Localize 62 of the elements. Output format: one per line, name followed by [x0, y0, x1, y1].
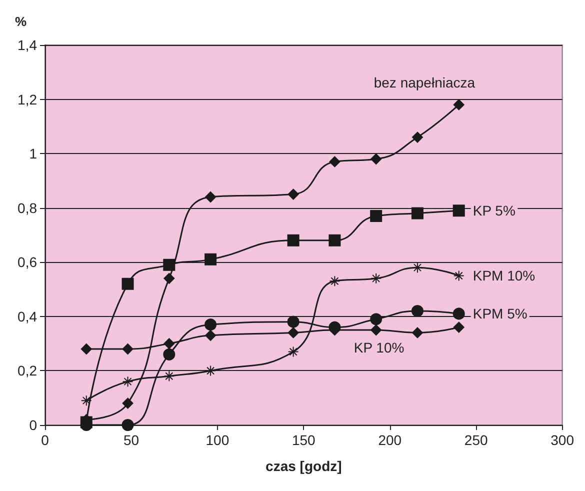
y-tick-label: 1,4 [18, 37, 38, 53]
point [453, 322, 464, 333]
y-axis-title: % [15, 14, 27, 29]
point [163, 348, 176, 360]
point [122, 344, 134, 354]
y-tick-label: 0,6 [18, 254, 38, 270]
point [204, 253, 217, 266]
y-tick-label: 1 [29, 146, 38, 162]
x-axis-title: czas [godz] [266, 458, 342, 474]
point [411, 207, 424, 220]
point [370, 210, 382, 222]
point [164, 338, 175, 350]
x-tick-label: 150 [292, 432, 316, 448]
point [329, 276, 340, 287]
point [80, 395, 92, 406]
point [412, 327, 423, 338]
y-tick-label: 1,2 [18, 91, 38, 108]
point [370, 154, 382, 164]
x-tick-label: 0 [41, 432, 50, 448]
point [122, 278, 134, 290]
point [164, 370, 175, 382]
point [288, 346, 299, 358]
point [287, 234, 300, 246]
point [370, 313, 382, 326]
x-tick-label: 200 [378, 432, 402, 448]
point [453, 99, 464, 110]
series-label: KPM 10% [472, 268, 536, 284]
point [452, 308, 465, 320]
point [412, 132, 423, 143]
point [205, 365, 216, 376]
series-label: KP 10% [354, 339, 404, 356]
x-tick-label: 100 [206, 432, 230, 448]
point [163, 258, 176, 271]
point [411, 305, 424, 317]
point [452, 204, 465, 217]
y-tick-label: 0,4 [18, 308, 38, 324]
point [328, 234, 341, 246]
point [329, 156, 340, 168]
point [80, 344, 92, 354]
point [122, 398, 134, 409]
point [205, 192, 216, 202]
point [164, 272, 175, 284]
x-tick-label: 300 [550, 432, 574, 448]
y-tick-label: 0,2 [18, 362, 38, 379]
series-label: bez napełniacza [374, 74, 476, 91]
y-tick-label: 0 [29, 417, 38, 433]
x-tick-label: 50 [123, 432, 140, 448]
point [288, 327, 299, 338]
point [453, 270, 464, 282]
y-tick-label: 0,8 [18, 200, 38, 216]
point [412, 262, 423, 274]
series-label: KP 5% [472, 202, 516, 219]
x-tick-label: 250 [464, 432, 488, 448]
point [122, 376, 134, 388]
point [205, 330, 216, 341]
point [122, 419, 134, 431]
point [287, 316, 300, 328]
series-label: KPM 5% [472, 306, 528, 322]
point [370, 324, 382, 336]
point [370, 272, 382, 284]
point [288, 188, 299, 200]
point [204, 318, 217, 331]
